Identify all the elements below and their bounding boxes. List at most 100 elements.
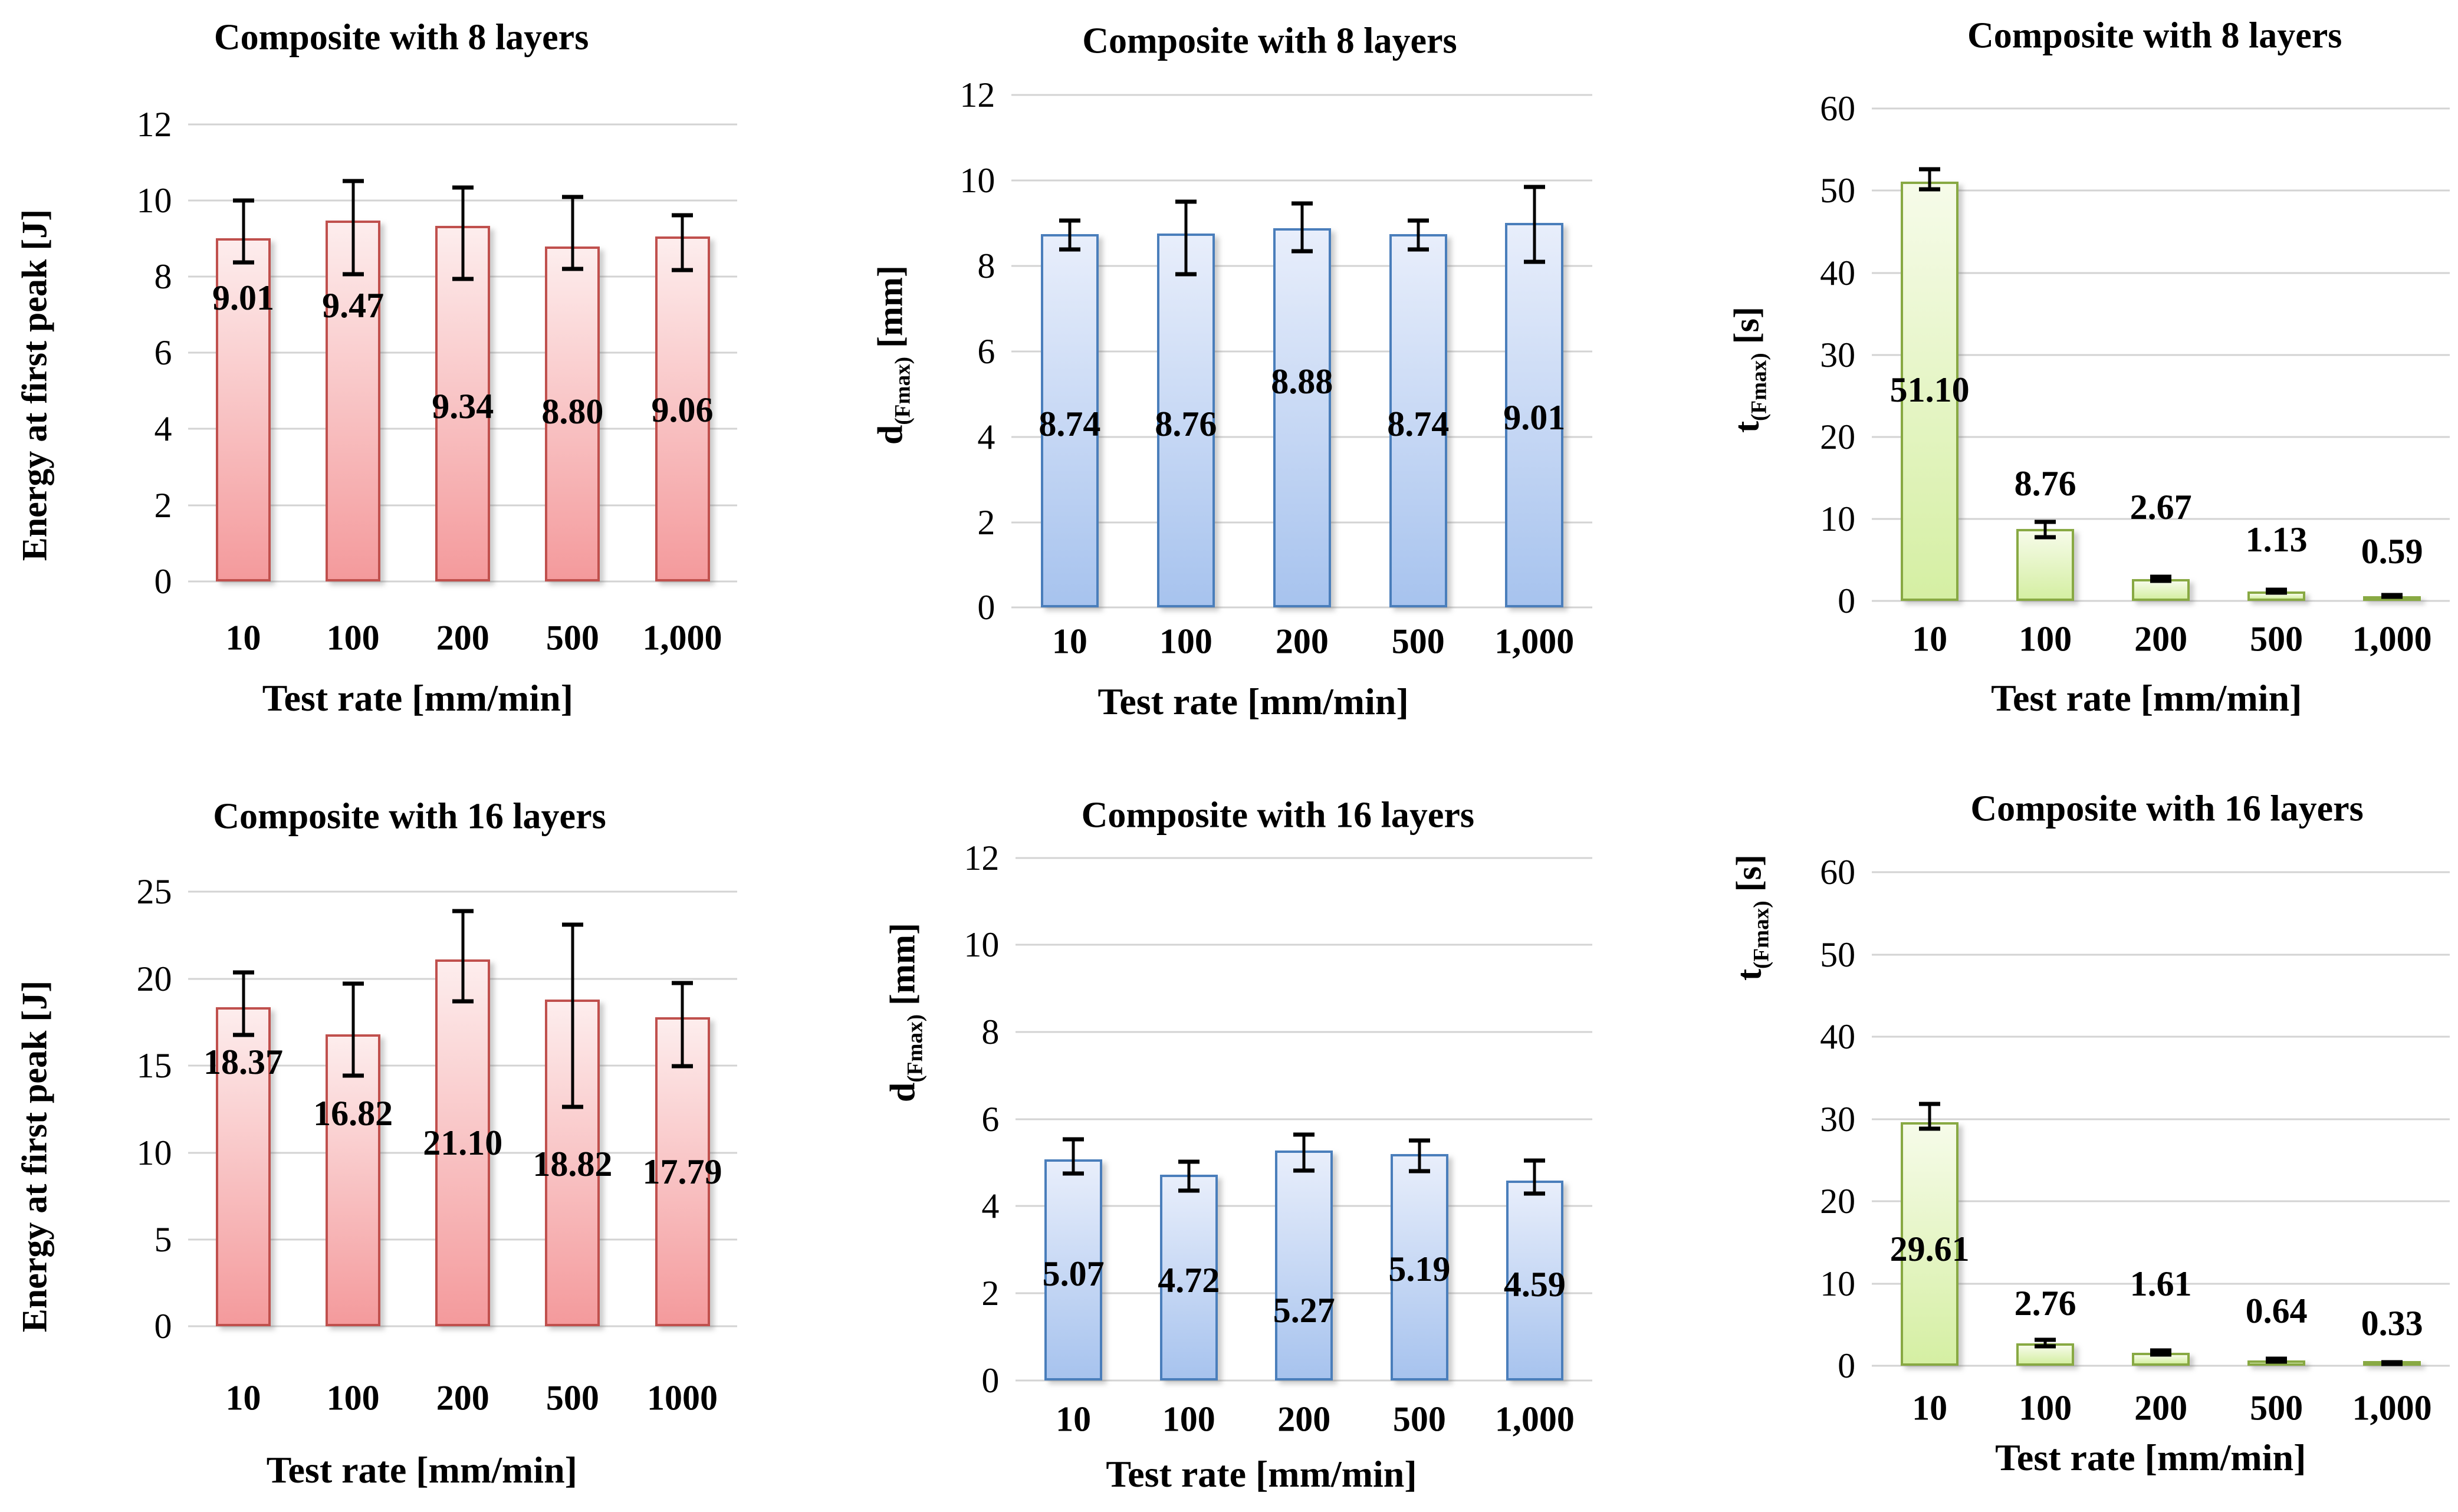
error-bar-cap-top xyxy=(2035,1337,2056,1342)
value-label: 8.76 xyxy=(2014,464,2076,503)
error-bar-line xyxy=(1417,221,1420,249)
value-label: 29.61 xyxy=(1889,1230,1970,1269)
y-axis-title-sub: (Fmax) xyxy=(903,1014,928,1083)
chart-tfmax-16-layers: Composite with 16 layers t(Fmax) [s] 0 10… xyxy=(1638,755,2458,1512)
y-tick-label: 5 xyxy=(154,1220,172,1260)
bar xyxy=(216,1007,271,1327)
y-axis-title-main: Energy at first peak [J] xyxy=(15,980,54,1332)
y-tick-label: 60 xyxy=(1820,853,1856,892)
error-bar-cap-bottom xyxy=(2381,1362,2403,1366)
bar xyxy=(1901,1122,1959,1366)
error-bar-cap-top xyxy=(1175,199,1197,204)
value-label: 2.67 xyxy=(2130,488,2192,527)
gridline xyxy=(188,123,738,126)
value-label: 1.61 xyxy=(2130,1264,2192,1303)
bar xyxy=(1044,1159,1103,1380)
y-tick-label: 4 xyxy=(154,409,172,449)
error-bar-line xyxy=(1302,1135,1306,1171)
y-tick-label: 20 xyxy=(136,959,172,998)
y-tick-label: 12 xyxy=(136,105,172,144)
error-bar-cap-bottom xyxy=(1059,247,1080,252)
x-tick-label: 200 xyxy=(1277,1399,1331,1439)
plot-area: 0 2 4 6 8 10 12 8.74 8.76 8.88 8.74 9.01 xyxy=(959,77,1593,625)
y-axis-title-unit: [s] xyxy=(1727,307,1766,353)
gridline xyxy=(1011,606,1593,609)
y-tick-label: 60 xyxy=(1820,89,1856,129)
error-bar-line xyxy=(1184,201,1188,274)
x-tick-label: 200 xyxy=(1275,622,1329,661)
error-bar-cap-bottom xyxy=(342,272,364,277)
x-tick-label: 100 xyxy=(2019,619,2072,659)
value-label: 9.01 xyxy=(1503,398,1566,438)
x-tick-label: 10 xyxy=(1056,1399,1092,1439)
bar xyxy=(545,999,600,1327)
x-tick-label: 1,000 xyxy=(2352,1388,2432,1428)
y-axis-title-sub: (Fmax) xyxy=(1749,900,1774,969)
error-bar-line xyxy=(681,983,684,1066)
error-bar-cap-top xyxy=(561,195,583,199)
y-axis-title-sub: (Fmax) xyxy=(890,356,915,425)
x-tick-label: 100 xyxy=(326,1378,380,1418)
chart-energy-16-layers: Composite with 16 layers Energy at first… xyxy=(0,755,819,1512)
y-axis-title: t(Fmax) [s] xyxy=(1726,307,1772,433)
bar xyxy=(1159,1175,1218,1380)
error-bar-cap-bottom xyxy=(1063,1171,1085,1176)
error-bar-cap-bottom xyxy=(2381,594,2403,599)
y-tick-label: 40 xyxy=(1820,1017,1856,1057)
error-bar-line xyxy=(351,180,355,274)
error-bar-cap-bottom xyxy=(452,999,474,1004)
value-label: 0.59 xyxy=(2361,532,2423,571)
bar xyxy=(655,236,710,581)
x-tick-label: 500 xyxy=(1391,622,1445,661)
error-bar-cap-top xyxy=(1293,1132,1315,1137)
y-tick-label: 6 xyxy=(154,333,172,373)
error-bar-cap-top xyxy=(1178,1159,1200,1164)
y-axis-title-main: t xyxy=(1727,421,1766,433)
error-bar-cap-bottom xyxy=(452,277,474,281)
value-label: 18.37 xyxy=(203,1043,284,1082)
value-label: 4.72 xyxy=(1158,1260,1220,1300)
value-label: 1.13 xyxy=(2245,520,2308,559)
y-tick-label: 4 xyxy=(981,1186,1000,1226)
y-axis-title-unit: [mm] xyxy=(883,922,922,1014)
y-tick-label: 10 xyxy=(964,925,1000,965)
gridline xyxy=(1011,94,1593,96)
y-tick-label: 6 xyxy=(981,1099,1000,1139)
gridline xyxy=(1016,1031,1593,1033)
gridline xyxy=(188,580,738,583)
y-tick-label: 12 xyxy=(964,838,1000,877)
error-bar-cap-top xyxy=(452,909,474,913)
error-bar-cap-top xyxy=(672,981,694,985)
error-bar-line xyxy=(571,924,574,1107)
gridline xyxy=(1016,857,1593,859)
y-axis-title: Energy at first peak [J] xyxy=(14,980,60,1332)
error-bar-line xyxy=(461,911,465,1002)
chart-title: Composite with 16 layers xyxy=(1970,788,2364,829)
error-bar-line xyxy=(1300,203,1304,251)
error-bar-cap-bottom xyxy=(1524,1191,1546,1196)
y-tick-label: 40 xyxy=(1820,253,1856,292)
error-bar-cap-bottom xyxy=(561,1105,583,1109)
bar xyxy=(326,1034,381,1327)
chart-title: Composite with 16 layers xyxy=(213,796,606,837)
value-label: 8.80 xyxy=(541,392,604,432)
bar xyxy=(1389,234,1447,608)
error-bar-cap-top xyxy=(1059,218,1080,223)
y-tick-label: 25 xyxy=(136,872,172,912)
gridline xyxy=(1016,944,1593,946)
value-label: 9.47 xyxy=(322,285,385,325)
x-tick-label: 200 xyxy=(436,618,489,658)
error-bar-line xyxy=(571,197,574,269)
gridline xyxy=(1872,954,2450,956)
error-bar-line xyxy=(1418,1140,1421,1172)
error-bar-cap-top xyxy=(672,213,694,218)
error-bar-line xyxy=(351,984,355,1076)
gridline xyxy=(1872,436,2450,438)
x-axis-title: Test rate [mm/min] xyxy=(1991,677,2302,719)
value-label: 8.74 xyxy=(1039,404,1101,443)
gridline xyxy=(1872,1118,2450,1120)
value-label: 5.07 xyxy=(1042,1254,1105,1293)
gridline xyxy=(1872,600,2450,602)
x-tick-label: 10 xyxy=(1912,619,1948,659)
